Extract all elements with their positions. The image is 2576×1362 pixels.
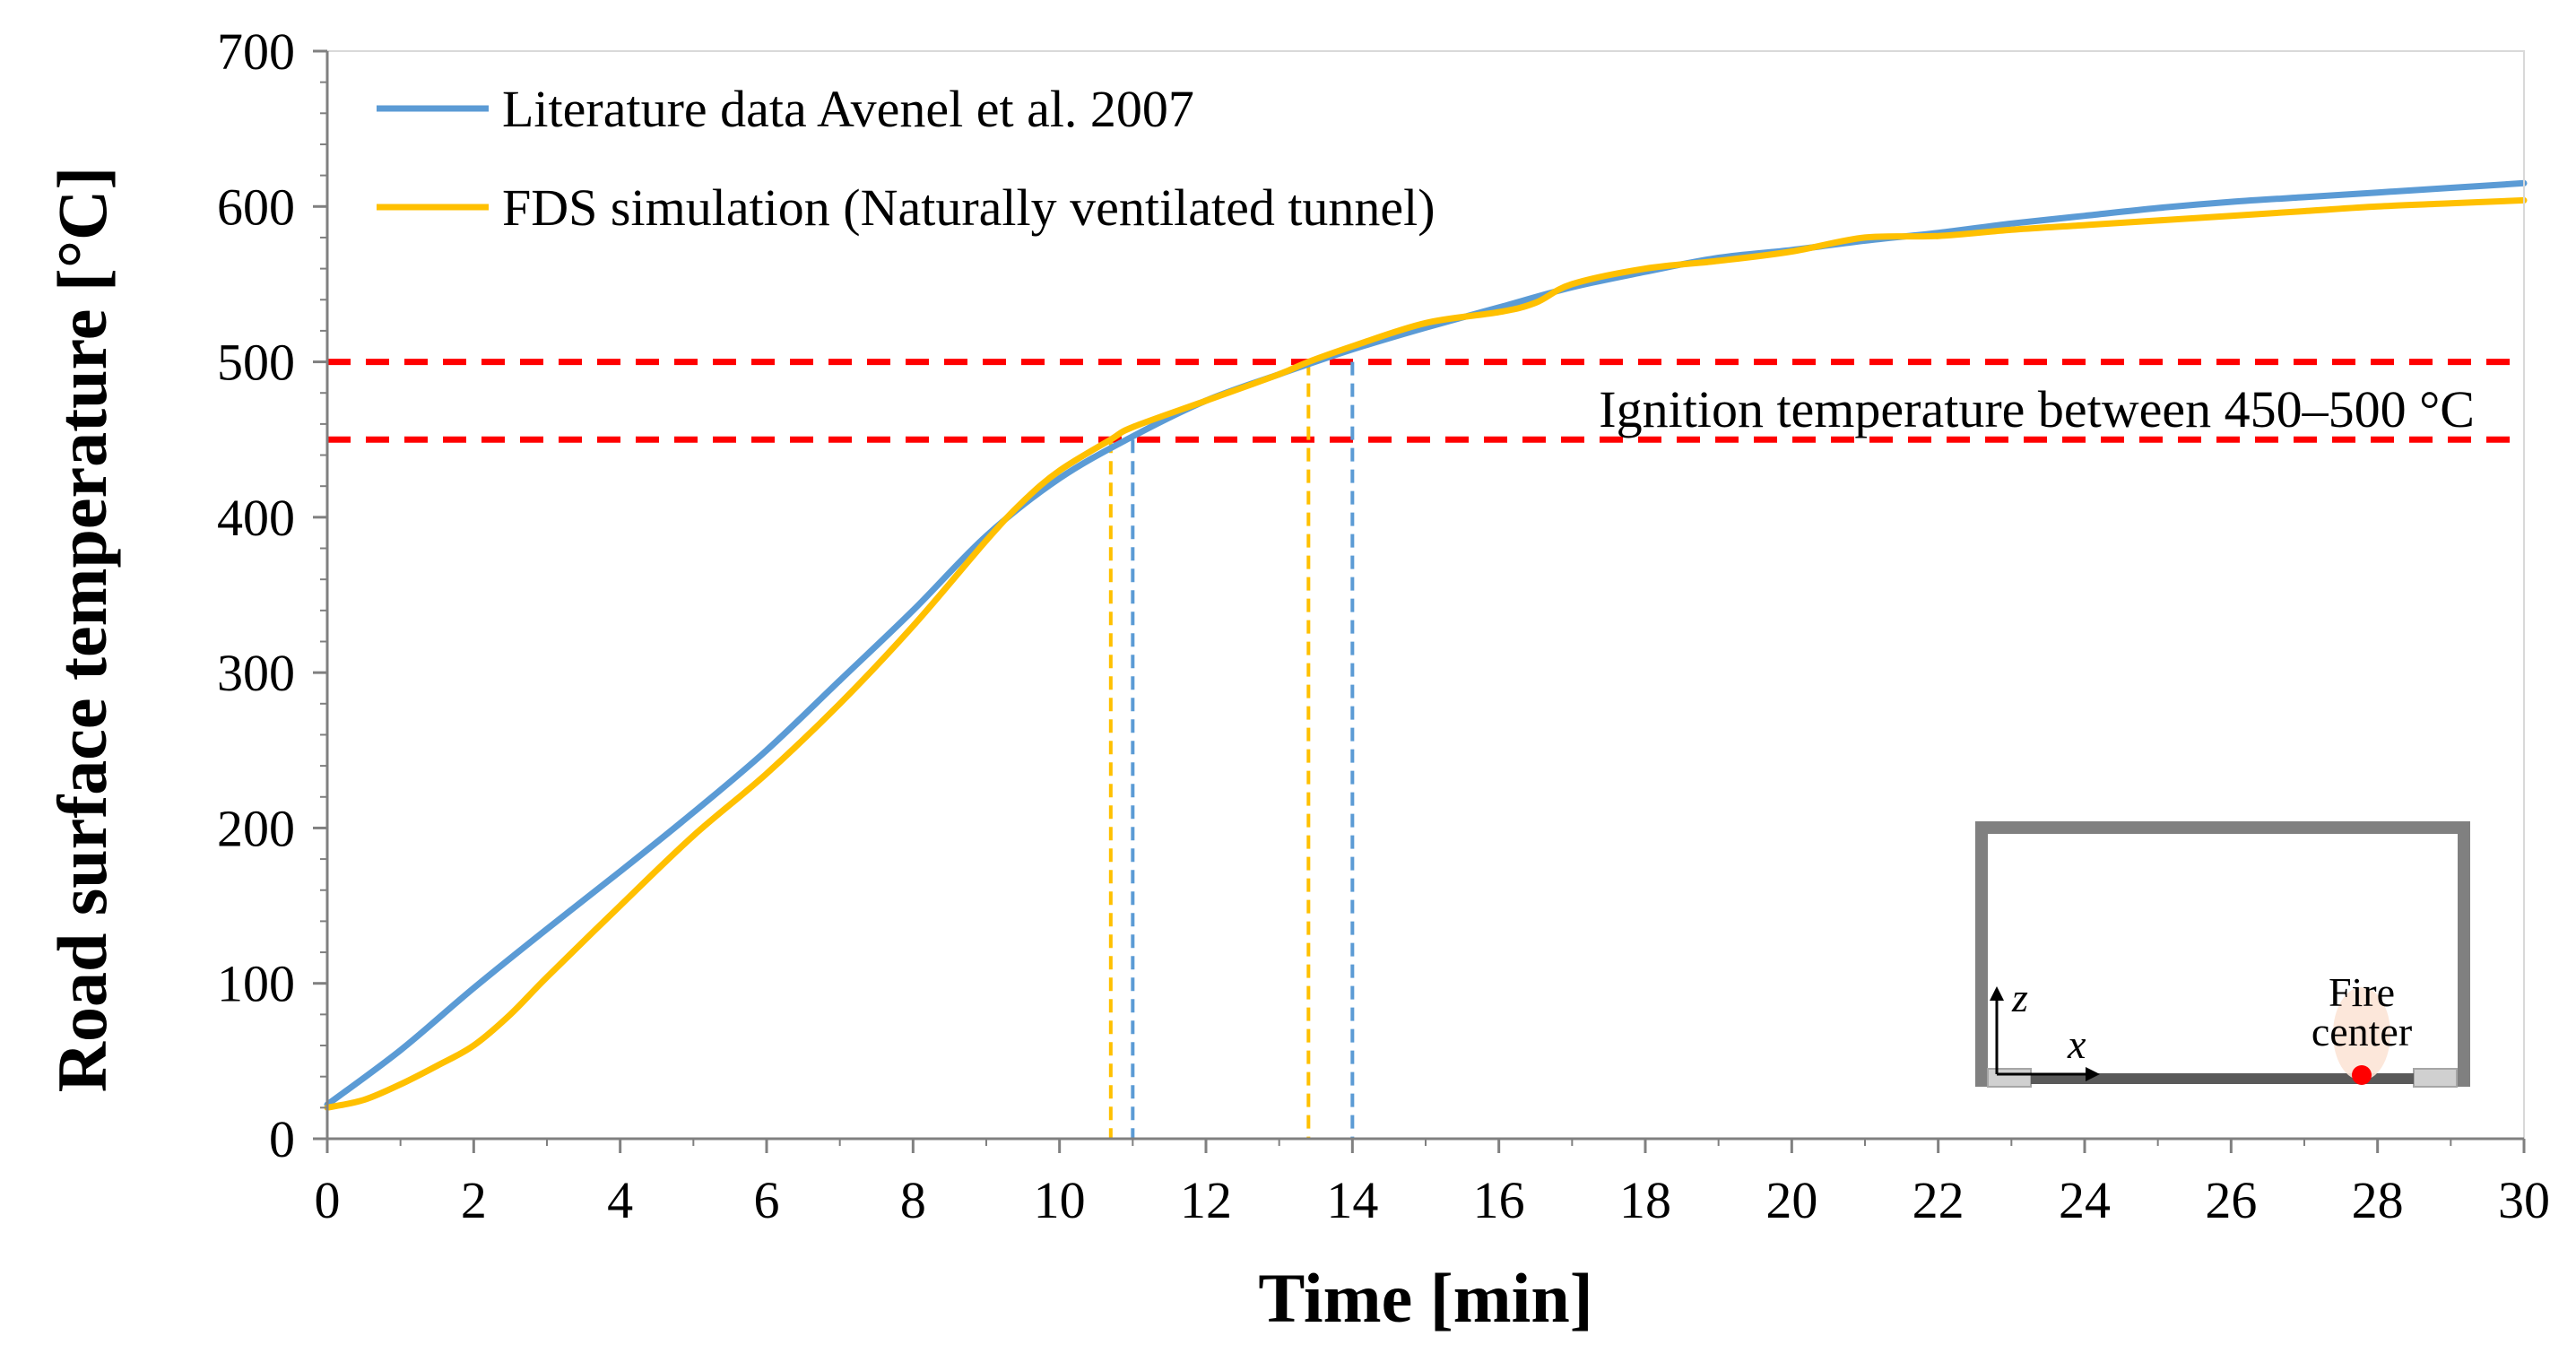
y-tick-label: 100 <box>217 955 295 1013</box>
x-tick-label: 10 <box>1034 1171 1086 1229</box>
fire-label-line1: Fire <box>2329 969 2395 1015</box>
x-tick-label: 2 <box>461 1171 487 1229</box>
legend-label-literature: Literature data Avenel et al. 2007 <box>502 80 1194 138</box>
x-tick-label: 6 <box>754 1171 780 1229</box>
x-tick-label: 18 <box>1619 1171 1671 1229</box>
x-tick-label: 28 <box>2352 1171 2404 1229</box>
left-sidewalk <box>1987 1068 2032 1088</box>
right-sidewalk <box>2413 1068 2458 1088</box>
x-tick-label: 24 <box>2059 1171 2111 1229</box>
tunnel-inset: Fire center z x <box>1975 821 2470 1088</box>
y-axis-title: Road surface temperature [°C] <box>43 167 121 1093</box>
z-axis-label: z <box>2011 975 2028 1020</box>
y-tick-label: 0 <box>269 1110 295 1168</box>
x-axis-title: Time [min] <box>1258 1259 1592 1337</box>
y-tick-label: 300 <box>217 644 295 702</box>
legend: Literature data Avenel et al. 2007 FDS s… <box>377 80 1435 237</box>
y-tick-label: 400 <box>217 489 295 547</box>
series-lines <box>324 179 2528 1111</box>
x-tick-label: 14 <box>1326 1171 1378 1229</box>
x-tick-label: 8 <box>900 1171 926 1229</box>
series-line-1 <box>324 196 2528 1111</box>
x-axis-label: x <box>2067 1021 2086 1067</box>
y-tick-label: 600 <box>217 178 295 236</box>
x-tick-label: 20 <box>1765 1171 1817 1229</box>
z-arrowhead-icon <box>1990 986 2004 1001</box>
threshold-lines <box>327 359 2524 443</box>
x-tick-label: 0 <box>315 1171 341 1229</box>
legend-label-fds: FDS simulation (Naturally ventilated tun… <box>502 178 1435 237</box>
crossing-markers <box>1108 361 1355 1139</box>
x-arrowhead-icon <box>2086 1067 2100 1081</box>
threshold-annotation: Ignition temperature between 450‒500 °C <box>1599 380 2475 438</box>
x-tick-label: 4 <box>607 1171 633 1229</box>
axes <box>313 49 2526 1153</box>
road-surface <box>2031 1073 2414 1084</box>
x-tick-label: 16 <box>1473 1171 1525 1229</box>
fire-center-dot <box>2352 1065 2372 1085</box>
x-tick-label: 30 <box>2498 1171 2550 1229</box>
series-line-0 <box>324 179 2528 1108</box>
tunnel-walls <box>1975 821 2470 1087</box>
y-tick-label: 200 <box>217 799 295 857</box>
x-tick-label: 12 <box>1180 1171 1232 1229</box>
x-tick-label: 22 <box>1912 1171 1965 1229</box>
y-tick-label: 500 <box>217 334 295 392</box>
y-tick-label: 700 <box>217 22 295 81</box>
x-tick-label: 26 <box>2205 1171 2257 1229</box>
fire-label-line2: center <box>2311 1009 2412 1054</box>
fire-glow <box>2333 987 2390 1080</box>
